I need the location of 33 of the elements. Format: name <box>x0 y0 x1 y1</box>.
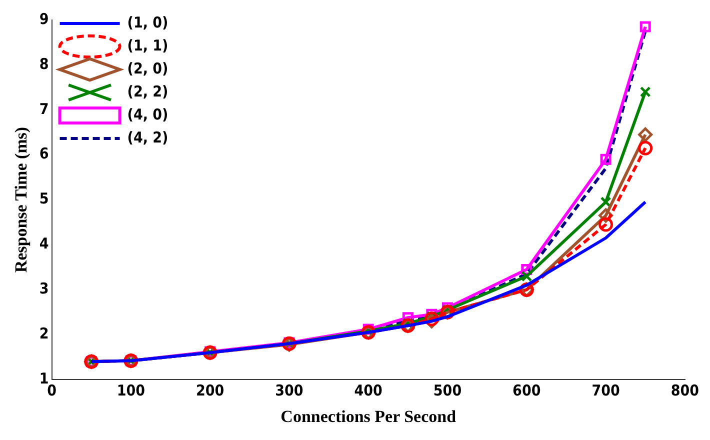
legend-label: (2, 2) <box>127 82 168 100</box>
point <box>638 127 653 142</box>
y-axis-title: Response Time (ms) <box>12 126 31 273</box>
x-tick-label: 700 <box>592 381 620 400</box>
point <box>521 270 532 282</box>
legend-label: (1, 1) <box>127 36 168 54</box>
x-tick-label: 200 <box>196 381 224 400</box>
y-tick-label: 4 <box>39 234 49 253</box>
point <box>638 140 653 156</box>
y-tick-label: 5 <box>39 190 49 208</box>
legend-label: (1, 0) <box>127 13 168 32</box>
legend-label: (4, 2) <box>127 128 168 146</box>
y-tick-label: 2 <box>39 324 49 343</box>
point <box>640 86 651 98</box>
y-tick-label: 1 <box>39 369 49 388</box>
x-tick-label: 300 <box>275 381 304 400</box>
y-tick-label: 9 <box>39 10 49 28</box>
point <box>640 21 651 32</box>
point <box>598 217 614 232</box>
y-tick-label: 8 <box>39 54 49 73</box>
x-tick-label: 600 <box>512 381 541 400</box>
point <box>600 154 612 165</box>
x-tick-label: 100 <box>116 381 146 400</box>
x-axis-title: Connections Per Second <box>280 407 457 426</box>
legend-label: (2, 0) <box>127 59 168 78</box>
x-tick-label: 500 <box>433 381 462 400</box>
x-tick-label: 800 <box>670 381 699 400</box>
y-tick-label: 7 <box>39 100 49 118</box>
y-tick-label: 6 <box>39 144 49 163</box>
y-tick-label: 3 <box>39 280 49 298</box>
x-tick-label: 0 <box>47 381 56 400</box>
legend-label: (4, 0) <box>127 105 168 124</box>
x-tick-label: 400 <box>354 381 382 400</box>
